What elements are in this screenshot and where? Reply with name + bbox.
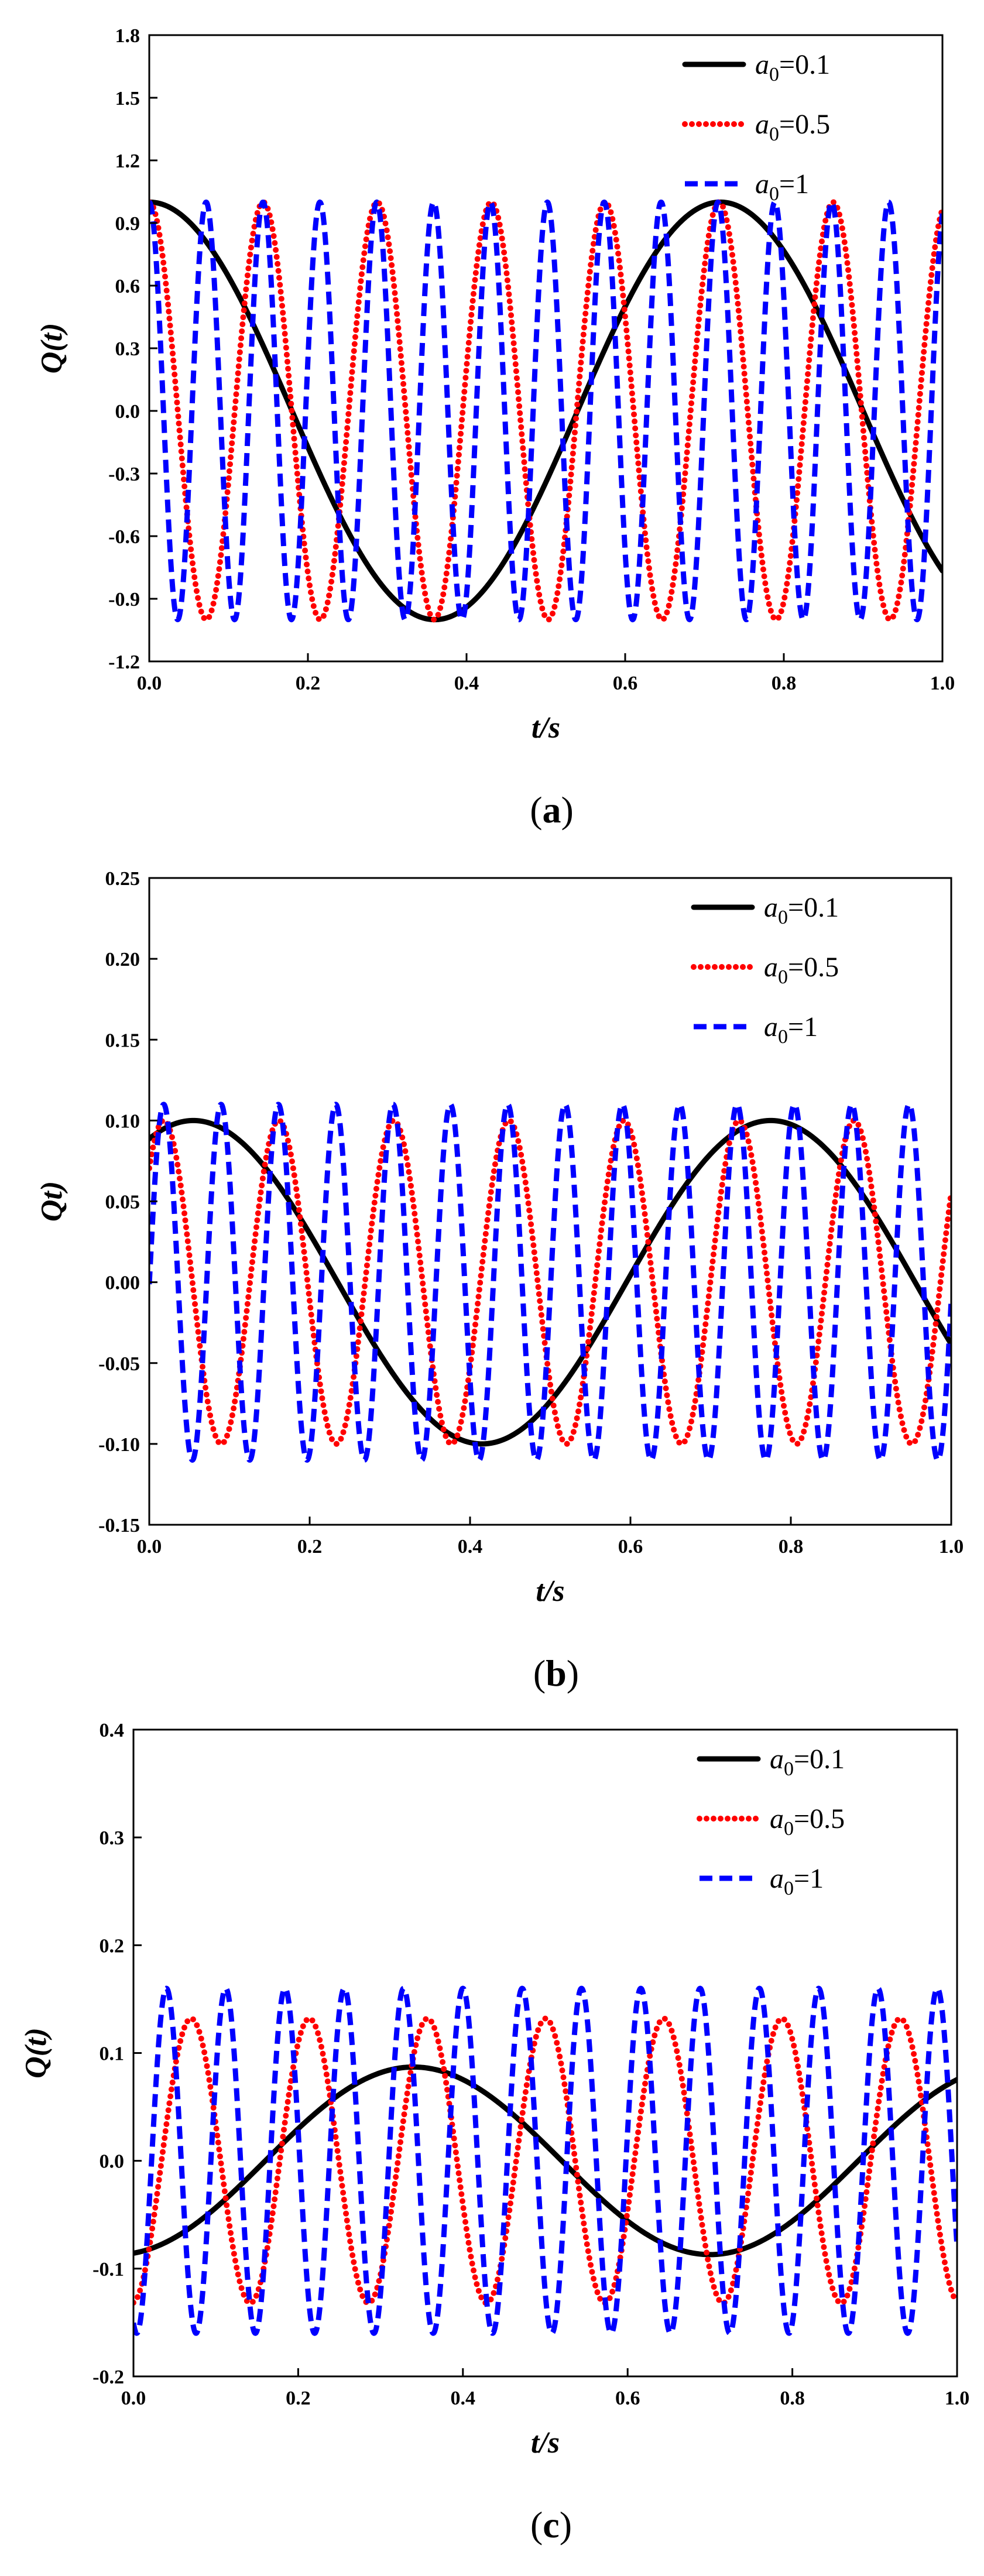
y-tick-label: 0.3 — [115, 338, 140, 360]
x-tick-label: 0.0 — [137, 673, 162, 694]
y-tick-label: 1.2 — [115, 150, 140, 172]
chart-panel-c: 0.0 0.2 0.4 0.6 0.8 1.0 -0.2 -0.1 0.0 0.1 0.2 0.3 0.… — [19, 1720, 969, 2546]
y-axis-label: Q(t) — [19, 2028, 53, 2078]
x-tick-label: 0.8 — [779, 1536, 804, 1558]
y-axis-label: Q(t) — [35, 323, 68, 374]
series-line-a0-0-5 — [133, 2015, 957, 2306]
y-tick-label: -0.05 — [98, 1353, 140, 1375]
series-line-a0-0-1 — [133, 2064, 957, 2258]
x-tick-label: 0.2 — [286, 2388, 311, 2409]
y-tick-label: 0.0 — [100, 2151, 125, 2173]
x-tick-label: 0.8 — [780, 2388, 805, 2409]
y-tick-label: 1.5 — [115, 88, 140, 109]
y-tick-label: 0.9 — [115, 213, 140, 235]
y-tick-label: -0.3 — [108, 464, 140, 485]
legend-label: a0=1 — [755, 169, 809, 205]
y-tick-label: 0.25 — [105, 868, 140, 890]
plot-area — [133, 1985, 957, 2336]
legend-label: a0=0.5 — [770, 1803, 845, 1840]
x-tick-label: 0.6 — [618, 1536, 643, 1558]
x-tick-label: 0.8 — [772, 673, 797, 694]
y-tick-label: 0.2 — [100, 1935, 125, 1957]
x-tick-label: 0.0 — [121, 2388, 146, 2409]
legend-label: a0=0.5 — [755, 109, 830, 145]
x-tick-label: 0.4 — [454, 673, 479, 694]
panel-caption: (a) — [530, 789, 574, 831]
x-tick-label: 0.4 — [451, 2388, 476, 2409]
x-axis-label: t/s — [536, 1575, 564, 1608]
series-line-a0-1 — [149, 1102, 951, 1463]
legend-label: a0=1 — [764, 1011, 818, 1048]
x-tick-label: 1.0 — [930, 673, 955, 694]
legend-label: a0=0.1 — [770, 1744, 845, 1780]
y-tick-label: -0.10 — [98, 1434, 140, 1456]
y-tick-label: -0.6 — [108, 526, 140, 548]
x-tick-label: 1.0 — [945, 2388, 970, 2409]
y-tick-label: -1.2 — [108, 651, 140, 673]
legend-label: a0=0.1 — [764, 892, 839, 928]
x-tick-label: 0.2 — [297, 1536, 323, 1558]
series-line-a0-0-1 — [149, 199, 942, 623]
y-tick-label: 0.15 — [105, 1030, 140, 1051]
x-tick-label: 1.0 — [939, 1536, 964, 1558]
series-line-a0-0-5 — [149, 199, 942, 623]
x-tick-label: 0.6 — [613, 673, 638, 694]
series-line-a0-1 — [133, 1985, 957, 2336]
y-tick-label: -0.15 — [98, 1515, 140, 1536]
series-line-a0-1 — [149, 199, 942, 623]
panel-caption: (b) — [533, 1652, 579, 1694]
y-tick-label: 1.8 — [115, 25, 140, 47]
y-tick-label: 0.20 — [105, 949, 140, 970]
y-tick-label: 0.0 — [115, 401, 140, 423]
plot-area — [149, 1102, 951, 1463]
x-tick-label: 0.0 — [137, 1536, 162, 1558]
y-tick-label: 0.4 — [100, 1720, 125, 1741]
y-tick-label: 0.05 — [105, 1192, 140, 1213]
panel-caption: (c) — [530, 2504, 572, 2546]
y-tick-label: 0.10 — [105, 1110, 140, 1132]
series-line-a0-0-1 — [149, 1117, 951, 1447]
x-tick-label: 0.2 — [296, 673, 321, 694]
plot-area — [149, 199, 942, 623]
y-axis-label: Qt) — [35, 1181, 68, 1222]
x-axis-label: t/s — [532, 711, 560, 745]
y-tick-label: -0.2 — [92, 2366, 124, 2388]
chart-panel-a: 0.0 0.2 0.4 0.6 0.8 1.0 -1.2 -0.9 -0.6 -0.3 0.0 0.3… — [35, 25, 955, 831]
chart-panel-b: 0.0 0.2 0.4 0.6 0.8 1.0 -0.15 -0.10 -0.05 0.00 0.0… — [35, 868, 964, 1694]
y-tick-label: 0.6 — [115, 276, 140, 297]
legend-label: a0=0.1 — [755, 49, 830, 85]
legend-label: a0=1 — [770, 1863, 824, 1899]
y-tick-label: 0.1 — [100, 2043, 125, 2065]
x-tick-label: 0.6 — [615, 2388, 640, 2409]
x-tick-label: 0.4 — [458, 1536, 483, 1558]
y-tick-label: 0.3 — [100, 1827, 125, 1849]
y-tick-label: -0.1 — [92, 2259, 124, 2280]
y-tick-label: -0.9 — [108, 589, 140, 610]
y-tick-label: 0.00 — [105, 1272, 140, 1294]
legend-label: a0=0.5 — [764, 952, 839, 988]
x-axis-label: t/s — [531, 2426, 560, 2460]
